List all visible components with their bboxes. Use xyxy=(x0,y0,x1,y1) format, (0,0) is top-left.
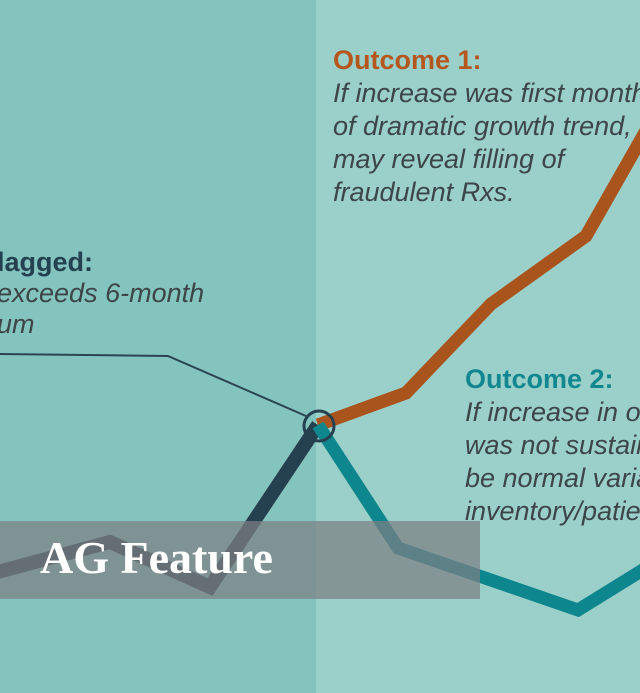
flagged-heading: lagged: xyxy=(0,247,94,277)
flagged-line-1: exceeds 6-month xyxy=(0,278,205,308)
outcome2-line-2: was not sustain xyxy=(465,430,640,460)
outcome2-line-1: If increase in on xyxy=(465,397,640,427)
flagged-month-note: lagged: exceeds 6-month um xyxy=(0,247,204,340)
outcome2-heading: Outcome 2: xyxy=(465,364,614,394)
outcome-2-variation-line xyxy=(312,421,640,618)
flag-callout-line xyxy=(0,353,307,417)
outcome1-line-1: If increase was first month xyxy=(333,78,640,108)
outcome2-line-3: be normal varia xyxy=(465,463,640,493)
flagged-line-2: um xyxy=(0,309,35,339)
outcome1-heading: Outcome 1: xyxy=(333,45,482,75)
outcome1-line-4: fraudulent Rxs. xyxy=(333,177,515,207)
banner-title: AG Feature xyxy=(40,532,273,583)
outcome2-note: Outcome 2: If increase in on was not sus… xyxy=(465,363,640,528)
outcome1-note: Outcome 1: If increase was first month o… xyxy=(333,44,640,209)
outcome1-line-2: of dramatic growth trend, xyxy=(333,111,632,141)
flagged-point-marker xyxy=(302,409,336,443)
outcome2-line-4: inventory/patie xyxy=(465,496,640,526)
outcome1-line-3: may reveal filling of xyxy=(333,144,565,174)
ag-feature-banner: AG Feature xyxy=(0,521,480,599)
outcome-1-growth-line xyxy=(315,127,640,432)
